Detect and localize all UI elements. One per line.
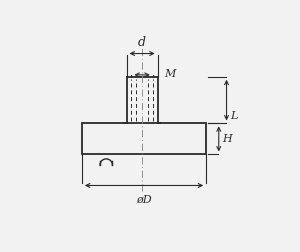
Bar (82, 123, 206, 154)
Text: d: d (138, 36, 146, 49)
Text: L: L (230, 111, 238, 121)
Text: M: M (164, 69, 176, 79)
Text: H: H (223, 134, 232, 144)
Text: øD: øD (136, 194, 152, 204)
